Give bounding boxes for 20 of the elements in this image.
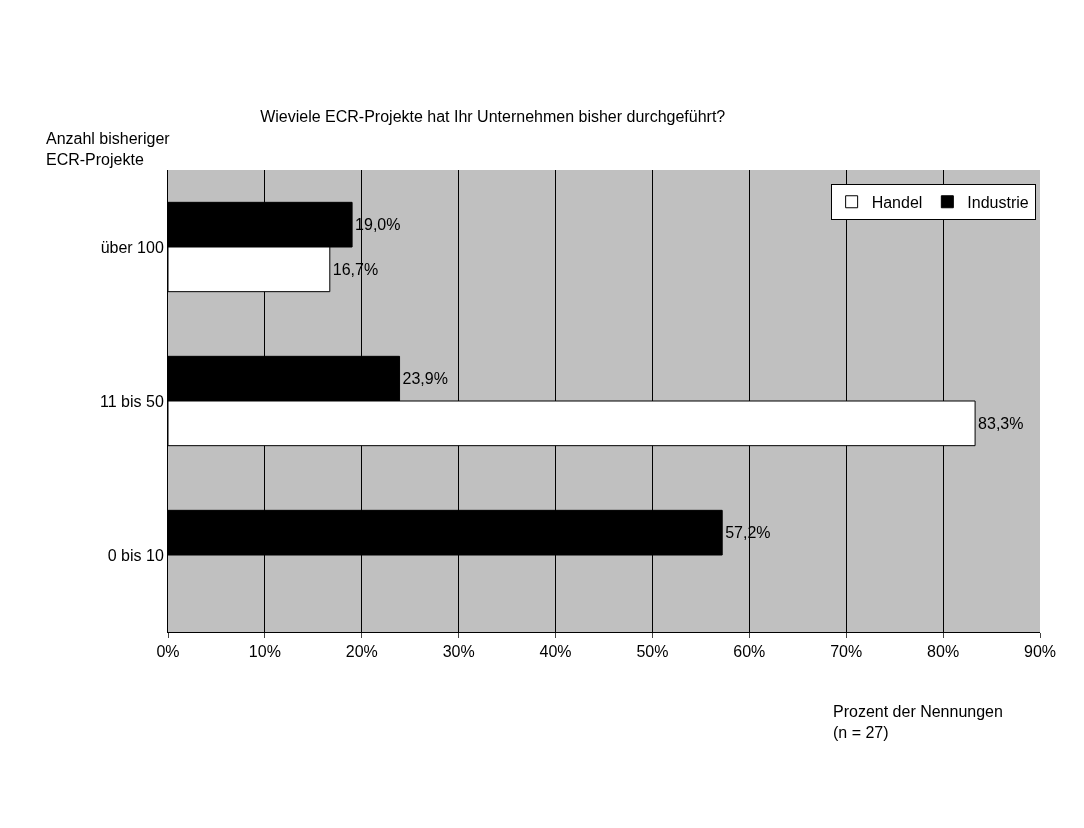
data-label: 23,9% <box>402 370 448 388</box>
x-tick-label: 10% <box>248 643 281 661</box>
y-tick-label: 0 bis 10 <box>107 546 164 564</box>
y-axis-title: Anzahl bisheriger ECR-Projekte <box>46 130 171 168</box>
x-tick-label: 60% <box>733 643 766 661</box>
data-label: 83,3% <box>978 414 1024 432</box>
x-tick-label: 0% <box>156 643 180 661</box>
x-tick-label: 30% <box>442 643 475 661</box>
x-tick-label: 50% <box>636 643 669 661</box>
x-tick-label: 40% <box>539 643 572 661</box>
x-tick-label: 80% <box>927 643 960 661</box>
y-tick-label: 11 bis 50 <box>100 392 164 410</box>
legend-label: Industrie <box>967 194 1029 211</box>
chart-title: Wieviele ECR-Projekte hat Ihr Unternehmen bisher durchgeführt? <box>260 108 726 125</box>
x-tick-label: 20% <box>345 643 378 661</box>
x-axis-title: Prozent der Nennungen (n = 27) <box>833 703 1003 741</box>
legend-label: Handel <box>871 194 923 211</box>
x-tick-label: 70% <box>830 643 863 661</box>
x-tick-label: 90% <box>1023 643 1057 661</box>
y-tick-label: über 100 <box>100 238 164 256</box>
